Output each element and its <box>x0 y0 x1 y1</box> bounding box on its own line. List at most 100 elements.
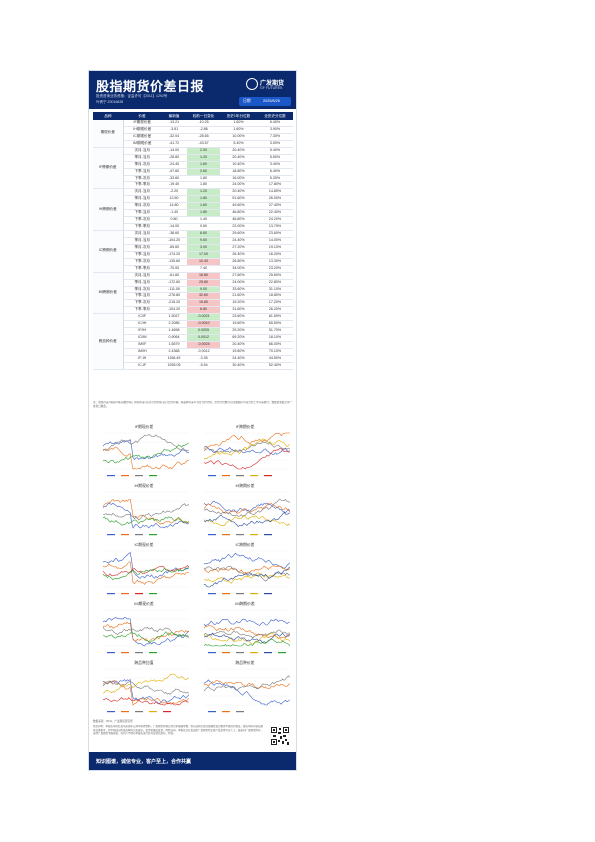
table-row: IC期现价差 -32.04 -28.65 10.00% 7.30% <box>93 133 293 141</box>
series-line <box>203 566 291 588</box>
spread-chart: IM期现价差 <box>95 600 193 658</box>
legend-swatch <box>250 475 258 477</box>
legend-swatch <box>208 711 216 713</box>
pct-1y-cell: 24.00% <box>220 181 257 190</box>
pct-1y-cell: 29.20% <box>220 327 257 336</box>
latest-value-cell: -24.40 <box>161 161 187 169</box>
latest-value-cell: -1.40 <box>161 209 187 218</box>
table-row: IF-IH 1156.49 -3.35 24.40% 44.50% <box>93 355 293 363</box>
series-line <box>102 439 189 460</box>
legend-swatch <box>208 652 216 654</box>
latest-value-cell: 12.60 <box>161 195 187 204</box>
pct-all-cell: 6.40% <box>257 120 293 127</box>
spread-table: 品种 价差 最新值 较前一日变化 历史1年分位数 全历史分位数 期现价差 IF期现… <box>93 112 293 370</box>
daily-change-cell: 3.00 <box>187 244 220 252</box>
legend-swatch <box>264 593 272 595</box>
spread-chart: IM跨期价差 <box>196 600 294 658</box>
spread-chart: IF期现价差 <box>95 423 193 481</box>
pct-all-cell: 26.20% <box>257 306 293 315</box>
table-row: 下季-次月 0.80 1.40 46.80% 24.20% <box>93 216 293 225</box>
daily-change-cell: 15.80 <box>187 299 220 308</box>
latest-value-cell: 1935.05 <box>161 362 187 370</box>
pct-1y-cell: 33.60% <box>220 286 257 294</box>
series-line <box>203 432 290 449</box>
legend-swatch <box>222 593 230 595</box>
latest-value-cell: -3.51 <box>161 126 187 134</box>
spread-name-cell: 季月-次月 <box>123 161 161 169</box>
pct-all-cell: 5.40% <box>257 147 293 155</box>
table-row: IH跨期价差 次月-当月 -2.20 1.20 20.40% 14.80% <box>93 188 293 231</box>
latest-value-cell: -135.60 <box>161 258 187 266</box>
series-line <box>203 502 290 514</box>
latest-value-cell: -19.40 <box>161 181 187 190</box>
pct-1y-cell: 20.40% <box>220 341 257 349</box>
chart-plot <box>203 668 291 713</box>
legend-swatch <box>250 652 258 654</box>
chart-title: IH跨期价差 <box>235 484 255 488</box>
pct-all-cell: 23.20% <box>257 265 293 273</box>
chart-plot <box>203 432 291 477</box>
daily-change-cell: 25.80 <box>187 279 220 287</box>
chart-plot <box>102 668 190 713</box>
latest-value-cell: -174.20 <box>161 251 187 259</box>
spread-name-cell: 次月-当月 <box>123 147 161 155</box>
table-row: IM期现价差 -41.72 -43.57 5.40% 3.00% <box>93 140 293 148</box>
pct-all-cell: 51.70% <box>257 327 293 336</box>
table-row: 季月-次月 -65.60 3.00 27.20% 19.10% <box>93 244 293 252</box>
latest-value-cell: -104.20 <box>161 306 187 315</box>
spread-name-cell: 次月-当月 <box>123 272 161 280</box>
table-row: IC-IF 1935.05 -5.54 30.40% 52.40% <box>93 362 293 370</box>
pct-1y-cell: 34.00% <box>220 265 257 273</box>
series-line <box>203 565 290 582</box>
pct-1y-cell: 21.60% <box>220 292 257 301</box>
legend-swatch <box>121 593 129 595</box>
series-line <box>102 446 189 470</box>
pct-1y-cell: 46.80% <box>220 209 257 218</box>
table-row: 跨品种价差 IC/IF 1.5027 -0.0021 23.60% 61.50% <box>93 313 293 370</box>
series-line <box>102 626 189 638</box>
spread-name-cell: 季月-当月 <box>123 195 161 204</box>
table-row: 下季-当月 -47.60 2.60 18.80% 6.40% <box>93 168 293 176</box>
pct-1y-cell: 24.40% <box>220 237 257 245</box>
table-row: 季月-当月 12.60 1.80 51.60% 26.00% <box>93 195 293 204</box>
chart-legend <box>208 475 272 477</box>
logo-name: 广发期货 <box>260 81 285 87</box>
pct-1y-cell: 51.60% <box>220 195 257 204</box>
pct-1y-cell: 10.00% <box>220 133 257 141</box>
column-header: 较前一日变化 <box>187 112 220 120</box>
pct-1y-cell: 46.80% <box>220 216 257 225</box>
legend-swatch <box>149 593 157 595</box>
legend-swatch <box>121 475 129 477</box>
daily-change-cell: -28.65 <box>187 133 220 141</box>
spread-chart: IF跨期价差 <box>196 423 294 481</box>
latest-value-cell: -65.60 <box>161 244 187 252</box>
chart-legend <box>107 711 171 713</box>
chart-title: 跨品种价差 <box>235 661 255 665</box>
pct-1y-cell: 26.80% <box>220 258 257 266</box>
legend-swatch <box>149 534 157 536</box>
table-row: IH期现价差 -3.51 -2.88 1.60% 3.90% <box>93 126 293 134</box>
series-line <box>203 447 291 470</box>
spread-name-cell: IF期现价差 <box>123 120 161 127</box>
column-header: 历史1年分位数 <box>220 112 257 120</box>
spread-name-cell: 下季-当月 <box>123 209 161 218</box>
daily-change-cell: 16.80 <box>187 272 220 280</box>
pct-1y-cell: 29.60% <box>220 230 257 238</box>
daily-change-cell: 10.40 <box>187 258 220 266</box>
spread-name-cell: 下季-季月 <box>123 265 161 273</box>
spread-name-cell: 下季-季月 <box>123 181 161 190</box>
series-line <box>204 572 290 584</box>
pct-1y-cell: 49.60% <box>220 202 257 211</box>
group-label: IC跨期价差 <box>93 230 124 273</box>
series-line <box>203 633 290 645</box>
pct-all-cell: 14.80% <box>257 188 293 197</box>
chart-legend <box>107 593 157 595</box>
daily-change-cell: 0.0005 <box>187 327 220 336</box>
pct-all-cell: 23.60% <box>257 230 293 238</box>
chart-title: IF期现价差 <box>134 425 154 429</box>
chart-plot <box>102 491 189 536</box>
table-row: 季月-当月 -172.60 25.80 24.00% 22.80% <box>93 279 293 287</box>
series-line <box>203 632 291 644</box>
daily-change-cell: 7.40 <box>187 265 220 273</box>
pct-all-cell: 27.40% <box>257 202 293 211</box>
